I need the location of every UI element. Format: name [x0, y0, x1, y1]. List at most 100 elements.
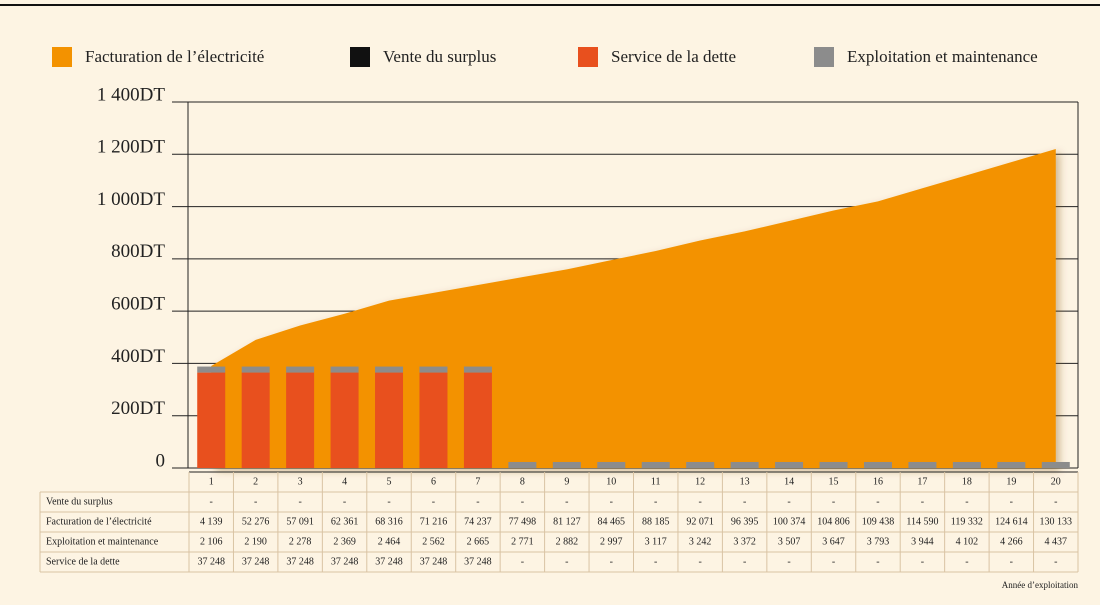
bar — [286, 372, 315, 468]
x-tick-label: 11 — [651, 476, 661, 487]
legend-swatch — [814, 47, 834, 67]
table-cell: 2 278 — [289, 536, 312, 547]
bar — [508, 461, 537, 468]
bar — [286, 366, 315, 373]
table-cell: 3 372 — [733, 536, 756, 547]
bar — [419, 366, 448, 373]
table-cell: 3 242 — [689, 536, 712, 547]
footnote: Année d’exploitation — [1002, 580, 1079, 590]
bar — [241, 366, 270, 373]
table-cell: - — [832, 496, 835, 507]
table-cell: - — [521, 556, 524, 567]
bar — [463, 372, 492, 468]
table-cell: 2 190 — [244, 536, 267, 547]
x-tick-label: 5 — [387, 476, 392, 487]
bar — [419, 372, 448, 468]
table-cell: 104 806 — [817, 516, 850, 527]
y-tick-label: 800DT — [111, 241, 165, 262]
x-tick-label: 7 — [475, 476, 480, 487]
table-cell: 4 139 — [200, 516, 223, 527]
table-cell: 4 102 — [956, 536, 979, 547]
table-cell: - — [876, 496, 879, 507]
table-cell: - — [432, 496, 435, 507]
table-cell: 3 793 — [867, 536, 890, 547]
legend-swatch — [578, 47, 598, 67]
row-label: Facturation de l’électricité — [46, 516, 152, 527]
table-cell: - — [210, 496, 213, 507]
table-cell: 2 771 — [511, 536, 534, 547]
bar — [1041, 461, 1070, 468]
table-cell: - — [965, 556, 968, 567]
x-tick-label: 12 — [695, 476, 705, 487]
table-cell: - — [254, 496, 257, 507]
bar — [597, 461, 626, 468]
table-cell: 37 248 — [242, 556, 270, 567]
table-cell: 4 437 — [1045, 536, 1068, 547]
x-tick-label: 15 — [829, 476, 839, 487]
legend-label: Vente du surplus — [383, 47, 496, 66]
y-tick-label: 1 400DT — [97, 84, 165, 105]
table-cell: - — [965, 496, 968, 507]
table-cell: 109 438 — [862, 516, 895, 527]
y-tick-label: 0 — [156, 450, 166, 471]
table-cell: 81 127 — [553, 516, 581, 527]
x-tick-label: 8 — [520, 476, 525, 487]
table-cell: 2 464 — [378, 536, 401, 547]
table-cell: 3 507 — [778, 536, 801, 547]
table-cell: - — [387, 496, 390, 507]
table-cell: - — [832, 556, 835, 567]
y-tick-label: 1 000DT — [97, 189, 165, 210]
table-cell: - — [565, 496, 568, 507]
table-cell: 88 185 — [642, 516, 670, 527]
bar — [197, 372, 226, 468]
row-label: Vente du surplus — [46, 496, 113, 507]
table-cell: 3 647 — [822, 536, 845, 547]
bar — [819, 461, 848, 468]
table-cell: 124 614 — [995, 516, 1028, 527]
legend-label: Facturation de l’électricité — [85, 47, 264, 66]
table-cell: 68 316 — [375, 516, 403, 527]
x-tick-label: 16 — [873, 476, 883, 487]
table-cell: - — [787, 556, 790, 567]
table-cell: 100 374 — [773, 516, 806, 527]
table-cell: 3 944 — [911, 536, 934, 547]
table-cell: - — [476, 496, 479, 507]
table-cell: 92 071 — [686, 516, 714, 527]
table-cell: 2 369 — [333, 536, 356, 547]
x-tick-label: 14 — [784, 476, 794, 487]
table-cell: 3 117 — [645, 536, 667, 547]
table-cell: - — [1010, 496, 1013, 507]
table-cell: 71 216 — [420, 516, 448, 527]
table-cell: - — [699, 496, 702, 507]
bar — [863, 461, 892, 468]
y-tick-label: 1 200DT — [97, 137, 165, 158]
x-tick-label: 13 — [740, 476, 750, 487]
table-cell: 2 997 — [600, 536, 623, 547]
table-cell: - — [921, 556, 924, 567]
bar — [641, 461, 670, 468]
legend-label: Exploitation et maintenance — [847, 47, 1038, 66]
x-tick-label: 20 — [1051, 476, 1061, 487]
table-cell: 2 882 — [556, 536, 579, 547]
bar — [908, 461, 937, 468]
table-cell: - — [610, 496, 613, 507]
x-tick-label: 2 — [253, 476, 258, 487]
table-cell: - — [921, 496, 924, 507]
bar — [730, 461, 759, 468]
bar — [463, 366, 492, 373]
x-tick-label: 1 — [209, 476, 214, 487]
x-tick-label: 9 — [564, 476, 569, 487]
table-cell: 84 465 — [598, 516, 626, 527]
x-tick-label: 3 — [298, 476, 303, 487]
table-cell: 96 395 — [731, 516, 759, 527]
table-cell: - — [743, 556, 746, 567]
table-cell: - — [743, 496, 746, 507]
row-label: Service de la dette — [46, 556, 120, 567]
table-cell: 37 248 — [331, 556, 359, 567]
table-cell: 74 237 — [464, 516, 492, 527]
bar — [952, 461, 981, 468]
y-tick-label: 400DT — [111, 346, 165, 367]
table-cell: - — [787, 496, 790, 507]
